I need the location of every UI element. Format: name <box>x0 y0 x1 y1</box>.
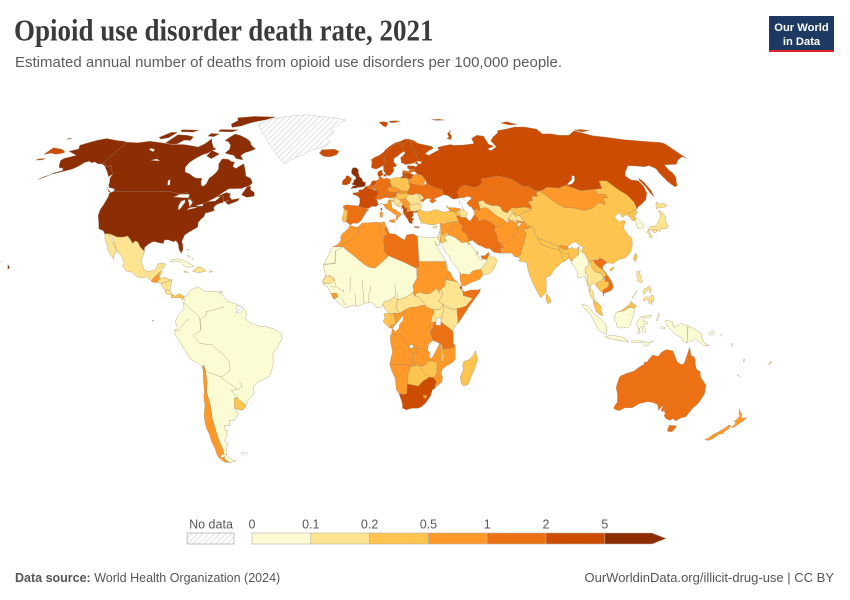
svg-text:0.2: 0.2 <box>361 518 378 532</box>
svg-text:No data: No data <box>189 518 233 532</box>
svg-text:0.1: 0.1 <box>302 518 319 532</box>
svg-text:1: 1 <box>484 518 491 532</box>
svg-text:0: 0 <box>249 518 256 532</box>
svg-text:0.5: 0.5 <box>420 518 437 532</box>
svg-text:5: 5 <box>601 518 608 532</box>
svg-text:2: 2 <box>543 518 550 532</box>
